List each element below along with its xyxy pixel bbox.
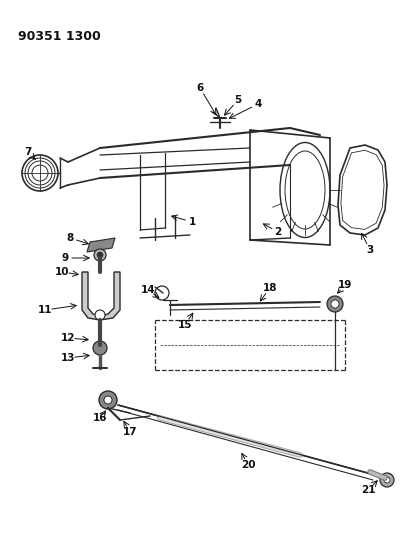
Circle shape: [95, 310, 105, 320]
Circle shape: [384, 477, 390, 483]
Circle shape: [327, 296, 343, 312]
Circle shape: [104, 396, 112, 404]
Text: 4: 4: [254, 99, 262, 109]
Text: 1: 1: [188, 217, 195, 227]
Text: 14: 14: [141, 285, 155, 295]
Text: 9: 9: [61, 253, 69, 263]
Text: 3: 3: [366, 245, 374, 255]
Circle shape: [94, 249, 106, 261]
Polygon shape: [82, 272, 120, 320]
Text: 20: 20: [241, 460, 255, 470]
Text: 10: 10: [55, 267, 69, 277]
Text: 21: 21: [361, 485, 375, 495]
Polygon shape: [87, 238, 115, 252]
Text: 16: 16: [93, 413, 107, 423]
Circle shape: [380, 473, 394, 487]
Text: 19: 19: [338, 280, 352, 290]
Circle shape: [97, 252, 103, 258]
Text: 13: 13: [61, 353, 75, 363]
Text: 8: 8: [66, 233, 74, 243]
Circle shape: [331, 300, 339, 308]
Circle shape: [93, 341, 107, 355]
Text: 17: 17: [123, 427, 137, 437]
Text: 18: 18: [263, 283, 277, 293]
Text: 12: 12: [61, 333, 75, 343]
Circle shape: [99, 391, 117, 409]
Text: 11: 11: [38, 305, 52, 315]
Text: 90351 1300: 90351 1300: [18, 30, 101, 43]
Text: 7: 7: [24, 147, 32, 157]
Text: 6: 6: [196, 83, 204, 93]
Text: 15: 15: [178, 320, 192, 330]
Text: 5: 5: [235, 95, 242, 105]
Text: 2: 2: [274, 227, 282, 237]
